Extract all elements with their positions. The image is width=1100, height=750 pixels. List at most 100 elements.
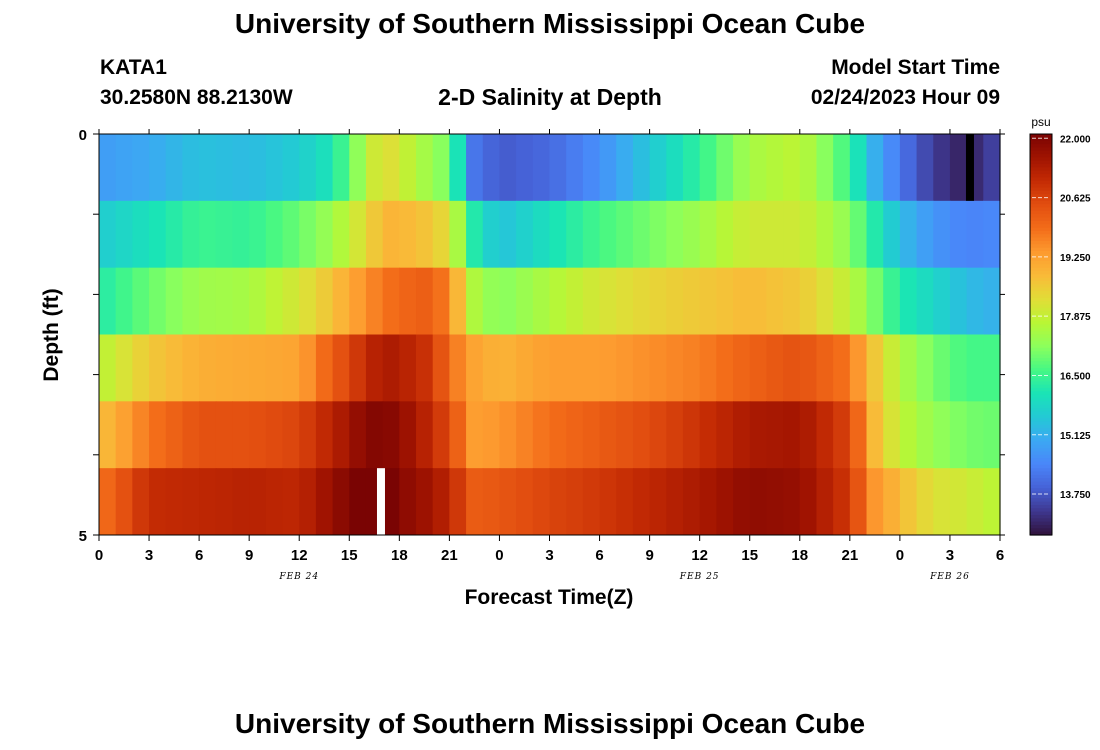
heatmap-cell: [399, 134, 417, 202]
heatmap-cell: [783, 267, 801, 335]
heatmap-cell: [666, 134, 684, 202]
heatmap-cell: [315, 200, 334, 269]
heatmap-cell: [532, 134, 551, 202]
heatmap-cell: [883, 334, 901, 402]
colorbar-segment: [1030, 204, 1052, 209]
heatmap-cell: [199, 267, 217, 335]
colorbar-ticks: 22.000 20.625 19.250 17.875 16.500 15.125 13.7…: [1032, 134, 1091, 501]
heatmap-cell: [399, 468, 417, 536]
heatmap-cell: [282, 200, 300, 269]
heatmap-cell: [599, 267, 617, 335]
heatmap-cell: [132, 134, 150, 202]
heatmap-cell: [849, 468, 868, 536]
x-tick-label: 21: [841, 547, 858, 564]
heatmap-cell: [632, 134, 651, 202]
heatmap-cell: [582, 200, 601, 269]
x-tick-label: 15: [341, 547, 358, 564]
colorbar-segment: [1030, 217, 1052, 222]
heatmap-cell: [115, 200, 133, 269]
heatmap-cell: [883, 468, 901, 536]
colorbar-segment: [1030, 377, 1052, 382]
heatmap-cell: [382, 468, 400, 536]
model-start-label: Model Start Time: [831, 56, 1000, 79]
heatmap-cell: [649, 134, 667, 202]
heatmap-cell: [499, 401, 517, 469]
heatmap-cell: [532, 468, 551, 536]
heatmap-cell: [382, 200, 400, 269]
heatmap-cell: [783, 200, 801, 269]
heatmap-cell: [199, 200, 217, 269]
heatmap-cell: [733, 267, 751, 335]
colorbar-segment: [1030, 421, 1052, 426]
heatmap-cell: [549, 334, 567, 402]
heatmap-cell: [282, 401, 300, 469]
colorbar-segment: [1030, 344, 1052, 349]
heatmap-cell: [299, 200, 317, 269]
heatmap-cell: [816, 267, 834, 335]
colorbar-segment: [1030, 327, 1052, 332]
colorbar-segment: [1030, 501, 1052, 506]
colorbar-segment: [1030, 154, 1052, 158]
heatmap-cell: [983, 468, 1001, 536]
heatmap-cell: [933, 334, 951, 402]
colorbar-segment: [1030, 381, 1052, 386]
heatmap-cell: [966, 334, 984, 402]
heatmap-cell: [432, 267, 450, 335]
colorbar-segment: [1030, 391, 1052, 396]
heatmap-cell: [232, 334, 250, 402]
heatmap-cell: [532, 334, 551, 402]
heatmap-cell: [983, 267, 1001, 335]
colorbar-segment: [1030, 157, 1052, 162]
heatmap-cell: [666, 200, 684, 269]
colorbar-segment: [1030, 147, 1052, 152]
heatmap-cell: [799, 134, 818, 202]
heatmap-cell: [632, 267, 651, 335]
heatmap-cell: [532, 267, 551, 335]
heatmap-cell: [199, 401, 217, 469]
heatmap-cell: [482, 401, 501, 469]
heatmap-cell: [649, 401, 667, 469]
heatmap-cell: [549, 134, 567, 202]
heatmap-cell: [749, 267, 768, 335]
colorbar-segment: [1030, 461, 1052, 466]
colorbar-segment: [1030, 441, 1052, 446]
heatmap-cell: [115, 334, 133, 402]
heatmap-cell: [232, 267, 250, 335]
heatmap-cell: [616, 267, 634, 335]
heatmap-cell: [766, 200, 784, 269]
missing-data-mark: [965, 134, 974, 201]
colorbar-segment: [1030, 190, 1052, 195]
heatmap-cell: [265, 334, 284, 402]
missing-data-mark: [376, 468, 385, 535]
colorbar-segment: [1030, 284, 1052, 289]
colorbar: [1029, 133, 1053, 536]
date-labels: FEB 24 FEB 25 FEB 26: [278, 572, 968, 582]
heatmap-cell: [733, 200, 751, 269]
x-tick-label: 9: [645, 547, 653, 564]
station-coordinates: 30.2580N 88.2130W: [100, 86, 293, 109]
colorbar-segment: [1030, 150, 1052, 155]
heatmap-cell: [616, 401, 634, 469]
heatmap-cell: [416, 200, 434, 269]
heatmap-cell: [315, 468, 334, 536]
heatmap-cell: [966, 468, 984, 536]
heatmap-cell: [315, 401, 334, 469]
heatmap-cell: [149, 468, 167, 536]
colorbar-segment: [1030, 167, 1052, 172]
heatmap-cell: [849, 200, 868, 269]
date-label: FEB 25: [679, 572, 720, 582]
heatmap-cell: [466, 134, 484, 202]
heatmap-cell: [682, 401, 701, 469]
colorbar-segment: [1030, 478, 1052, 483]
x-tick-label: 18: [791, 547, 808, 564]
x-tick-label: 3: [145, 547, 153, 564]
heatmap-cell: [99, 468, 117, 536]
heatmap-cell: [315, 267, 334, 335]
heatmap-cell: [149, 267, 167, 335]
colorbar-segment: [1030, 331, 1052, 336]
salinity-heatmap-chart: 0 3 6 9 12 15 18 21 0 3 6 9 12 15 18 21 0 3 6 05 FEB 24 FEB…: [40, 115, 1091, 609]
x-tick-label: 18: [391, 547, 408, 564]
x-tick-label: 21: [441, 547, 458, 564]
heatmap-cell: [115, 134, 133, 202]
heatmap-cell: [399, 401, 417, 469]
